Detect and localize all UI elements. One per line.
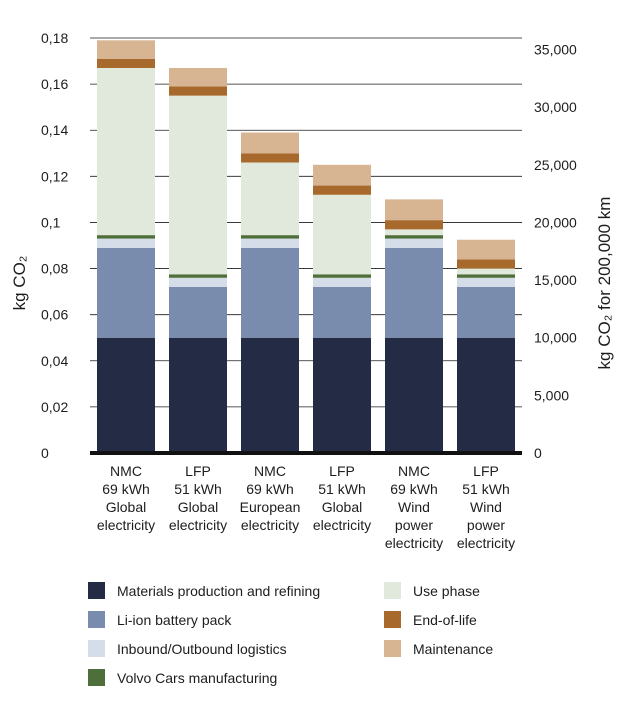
bar-segment	[97, 238, 155, 248]
right-axis-ticks: 0 5,000 10,000 15,000 20,000 25,000 30,000 35,0…	[534, 42, 577, 461]
bar-segment	[241, 162, 299, 236]
left-axis-ticks: 0 0,02 0,04 0,06 0,08 0,1 0,12 0,14 0,16 0,18	[41, 30, 68, 461]
bar-segment	[97, 67, 155, 236]
legend-item-logistics: Inbound/Outbound logistics	[88, 640, 287, 657]
legend-label: Materials production and refining	[117, 582, 321, 599]
category-label: NMC 69 kWh Wind power electricity	[385, 463, 443, 551]
bar-segment	[169, 337, 227, 453]
left-tick-label: 0,06	[41, 307, 68, 323]
legend-label: Maintenance	[413, 640, 494, 657]
bar-segment	[457, 277, 515, 287]
left-tick-label: 0,08	[41, 261, 68, 277]
right-tick-label: 15,000	[534, 272, 577, 288]
left-axis-title: kg CO₂	[10, 256, 29, 311]
bar-segment	[169, 95, 227, 275]
left-tick-label: 0	[41, 445, 49, 461]
legend-label: End-of-life	[413, 611, 477, 628]
bar-segment	[97, 337, 155, 453]
bar-segment	[457, 239, 515, 260]
bar-segment	[385, 235, 443, 239]
bar-segment	[169, 86, 227, 96]
bar-segment	[241, 337, 299, 453]
category-label: NMC 69 kWh European electricity	[240, 463, 301, 533]
bar-segment	[385, 238, 443, 248]
bar-segment	[457, 274, 515, 278]
bar-segment	[385, 337, 443, 453]
bar-segment	[385, 220, 443, 230]
bar-segment	[313, 164, 371, 186]
legend-item-end-of-life: End-of-life	[384, 611, 477, 628]
bar-segment	[457, 287, 515, 338]
legend-swatch	[88, 582, 105, 599]
bar-segment	[169, 287, 227, 338]
legend-label: Use phase	[413, 582, 480, 599]
bar-segment	[457, 268, 515, 275]
bars	[97, 40, 515, 453]
right-tick-label: 25,000	[534, 157, 577, 173]
legend-label: Li-ion battery pack	[117, 611, 232, 628]
category-label: LFP 51 kWh Wind power electricity	[457, 463, 515, 551]
bar-segment	[313, 287, 371, 338]
category-label: NMC 69 kWh Global electricity	[97, 463, 155, 533]
left-tick-label: 0,16	[41, 76, 68, 92]
bar-segment	[385, 247, 443, 338]
bar-segment	[457, 259, 515, 269]
left-tick-label: 0,18	[41, 30, 68, 46]
legend-item-manufacturing: Volvo Cars manufacturing	[88, 669, 277, 686]
left-tick-label: 0,14	[41, 122, 68, 138]
bar-segment	[241, 247, 299, 338]
legend-swatch	[384, 582, 401, 599]
bar-segment	[313, 185, 371, 195]
bar-segment	[97, 40, 155, 59]
gridlines	[90, 37, 522, 408]
legend-label: Inbound/Outbound logistics	[117, 640, 287, 657]
bar-segment	[241, 153, 299, 163]
legend-item-maintenance: Maintenance	[384, 640, 493, 657]
bar-segment	[97, 247, 155, 338]
legend-swatch	[88, 611, 105, 628]
bar-segment	[313, 194, 371, 275]
right-tick-label: 10,000	[534, 330, 577, 346]
legend-swatch	[88, 669, 105, 686]
legend-item-battery-pack: Li-ion battery pack	[88, 611, 231, 628]
bar-segment	[241, 238, 299, 248]
category-label: LFP 51 kWh Global electricity	[313, 463, 371, 533]
bar-segment	[385, 199, 443, 221]
right-tick-label: 30,000	[534, 99, 577, 115]
bar-segment	[169, 67, 227, 87]
left-tick-label: 0,02	[41, 399, 68, 415]
bar-segment	[97, 58, 155, 68]
legend-swatch	[384, 640, 401, 657]
bar-segment	[169, 274, 227, 278]
legend: Materials production and refining Li-ion…	[88, 582, 608, 702]
right-axis-title: kg CO₂ for 200,000 km	[595, 197, 614, 370]
bar-segment	[97, 235, 155, 239]
bar-segment	[313, 274, 371, 278]
legend-label: Volvo Cars manufacturing	[117, 669, 278, 686]
legend-swatch	[88, 640, 105, 657]
legend-item-use-phase: Use phase	[384, 582, 480, 599]
stacked-bar-chart: 0 0,02 0,04 0,06 0,08 0,1 0,12 0,14 0,16 0,18 0 5,…	[10, 30, 614, 551]
bar-segment	[241, 235, 299, 239]
left-tick-label: 0,12	[41, 168, 68, 184]
bar-segment	[313, 277, 371, 287]
category-label: LFP 51 kWh Global electricity	[169, 463, 227, 533]
bar-segment	[169, 277, 227, 287]
right-tick-label: 0	[534, 445, 542, 461]
bar-segment	[385, 229, 443, 236]
right-tick-label: 35,000	[534, 42, 577, 58]
left-tick-label: 0,1	[41, 214, 61, 230]
bar-segment	[313, 337, 371, 453]
bar-segment	[457, 337, 515, 453]
right-tick-label: 5,000	[534, 387, 569, 403]
legend-swatch	[384, 611, 401, 628]
bar-segment	[241, 132, 299, 154]
legend-item-materials: Materials production and refining	[88, 582, 320, 599]
left-tick-label: 0,04	[41, 353, 68, 369]
right-tick-label: 20,000	[534, 214, 577, 230]
